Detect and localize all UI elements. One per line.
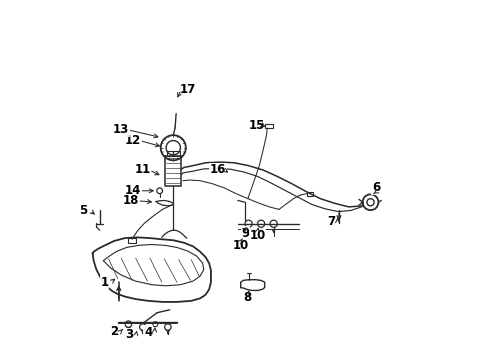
Text: 9: 9: [242, 226, 250, 239]
Text: 17: 17: [179, 83, 196, 96]
Text: 14: 14: [125, 184, 141, 197]
Text: 8: 8: [244, 291, 252, 304]
Text: 6: 6: [372, 181, 380, 194]
Bar: [128, 238, 136, 243]
Text: 16: 16: [210, 163, 226, 176]
Text: 10: 10: [249, 229, 266, 242]
Text: 3: 3: [125, 328, 134, 341]
Text: 1: 1: [100, 276, 108, 289]
Text: 10: 10: [233, 239, 249, 252]
Text: 12: 12: [125, 134, 141, 147]
Bar: [265, 125, 272, 128]
Text: 2: 2: [110, 325, 118, 338]
Text: 5: 5: [79, 204, 88, 217]
Text: 13: 13: [113, 123, 129, 136]
Text: 11: 11: [135, 163, 151, 176]
Text: 4: 4: [144, 326, 152, 339]
Text: 7: 7: [327, 215, 335, 228]
Bar: [307, 192, 313, 196]
Text: 18: 18: [123, 194, 139, 207]
Text: 15: 15: [248, 119, 265, 132]
